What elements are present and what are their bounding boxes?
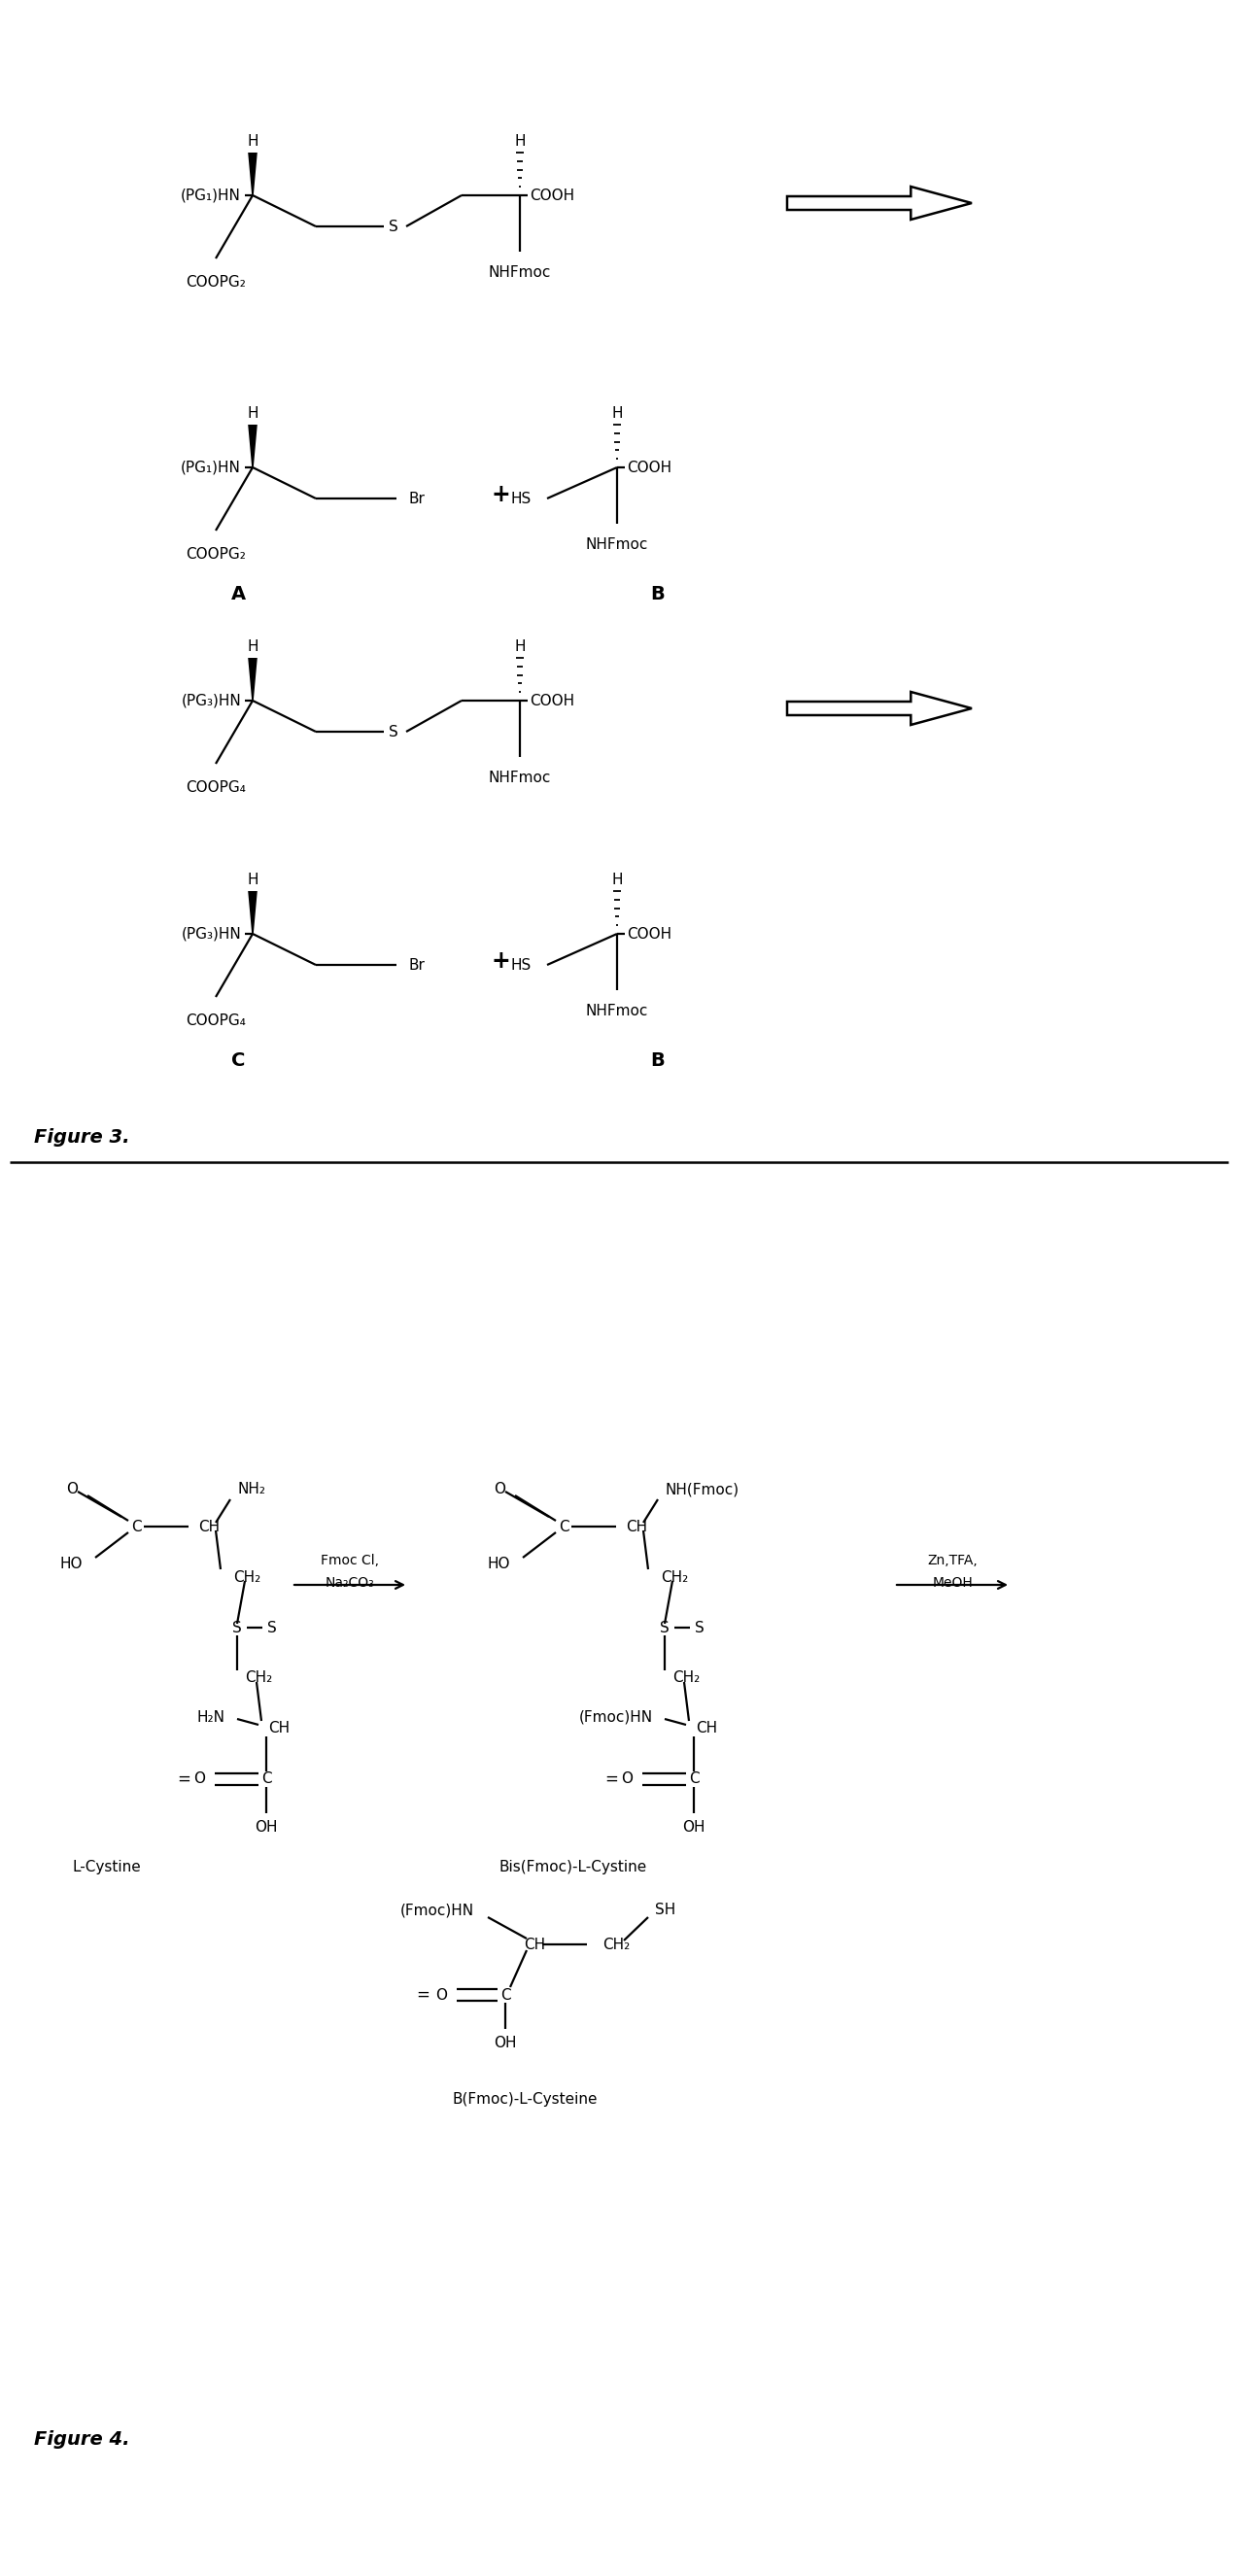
Text: COOPG₄: COOPG₄ xyxy=(186,1012,246,1028)
Text: H: H xyxy=(248,639,259,654)
Text: CH: CH xyxy=(625,1520,647,1533)
Polygon shape xyxy=(787,693,972,724)
Text: HS: HS xyxy=(511,492,531,505)
Text: CH: CH xyxy=(198,1520,219,1533)
Text: CH₂: CH₂ xyxy=(245,1672,272,1685)
Text: CH₂: CH₂ xyxy=(603,1937,630,1953)
Text: CH₂: CH₂ xyxy=(672,1672,699,1685)
Text: NHFmoc: NHFmoc xyxy=(489,770,551,786)
Text: CH₂: CH₂ xyxy=(233,1569,261,1584)
Text: Fmoc Cl,: Fmoc Cl, xyxy=(321,1553,379,1566)
Text: H₂N: H₂N xyxy=(197,1710,225,1723)
Text: SH: SH xyxy=(655,1904,676,1917)
Text: (PG₃)HN: (PG₃)HN xyxy=(181,693,241,708)
Text: COOH: COOH xyxy=(530,693,574,708)
Text: C: C xyxy=(261,1772,271,1788)
Text: OH: OH xyxy=(255,1821,277,1834)
Text: Br: Br xyxy=(409,492,425,505)
Text: L-Cystine: L-Cystine xyxy=(73,1860,141,1875)
Polygon shape xyxy=(248,152,258,196)
Text: Figure 3.: Figure 3. xyxy=(33,1128,130,1146)
Text: H: H xyxy=(248,407,259,422)
Text: CH₂: CH₂ xyxy=(661,1569,688,1584)
Text: C: C xyxy=(131,1520,141,1533)
Text: O: O xyxy=(193,1772,206,1788)
Text: S: S xyxy=(267,1620,277,1636)
Text: OH: OH xyxy=(682,1821,706,1834)
Text: CH: CH xyxy=(696,1721,717,1736)
Text: C: C xyxy=(688,1772,699,1788)
Text: S: S xyxy=(389,219,399,234)
Text: COOH: COOH xyxy=(626,461,671,474)
Text: HS: HS xyxy=(511,958,531,971)
Text: S: S xyxy=(389,724,399,739)
Text: O: O xyxy=(436,1989,447,2002)
Text: NH(Fmoc): NH(Fmoc) xyxy=(665,1481,739,1497)
Text: C: C xyxy=(232,1051,245,1069)
Text: C: C xyxy=(500,1989,510,2002)
Text: =: = xyxy=(177,1770,191,1788)
Text: CH: CH xyxy=(524,1937,545,1953)
Text: (PG₁)HN: (PG₁)HN xyxy=(181,188,241,204)
Text: H: H xyxy=(612,873,623,889)
Text: B: B xyxy=(651,585,665,603)
Text: S: S xyxy=(660,1620,670,1636)
Text: H: H xyxy=(514,134,525,149)
Text: S: S xyxy=(233,1620,241,1636)
Text: COOPG₂: COOPG₂ xyxy=(186,276,246,289)
Text: S: S xyxy=(695,1620,704,1636)
Text: NH₂: NH₂ xyxy=(238,1481,265,1497)
Text: Figure 4.: Figure 4. xyxy=(33,2429,130,2450)
Text: NHFmoc: NHFmoc xyxy=(586,1005,649,1018)
Text: NHFmoc: NHFmoc xyxy=(586,538,649,551)
Text: +: + xyxy=(490,951,510,974)
Text: =: = xyxy=(416,1986,430,2004)
Text: H: H xyxy=(514,639,525,654)
Text: COOH: COOH xyxy=(626,927,671,940)
Text: COOPG₄: COOPG₄ xyxy=(186,781,246,796)
Text: B(Fmoc)-L-Cysteine: B(Fmoc)-L-Cysteine xyxy=(452,2092,598,2107)
Text: C: C xyxy=(558,1520,568,1533)
Polygon shape xyxy=(787,185,972,219)
Text: +: + xyxy=(490,482,510,507)
Text: HO: HO xyxy=(488,1556,510,1571)
Text: B: B xyxy=(651,1051,665,1069)
Text: H: H xyxy=(248,873,259,889)
Text: O: O xyxy=(66,1481,78,1497)
Text: O: O xyxy=(621,1772,633,1788)
Polygon shape xyxy=(248,657,258,701)
Text: (PG₁)HN: (PG₁)HN xyxy=(181,461,241,474)
Text: MeOH: MeOH xyxy=(932,1577,973,1589)
Text: OH: OH xyxy=(494,2035,516,2050)
Text: =: = xyxy=(604,1770,618,1788)
Text: (Fmoc)HN: (Fmoc)HN xyxy=(579,1710,652,1723)
Text: COOPG₂: COOPG₂ xyxy=(186,546,246,562)
Text: Br: Br xyxy=(409,958,425,971)
Text: A: A xyxy=(230,585,245,603)
Polygon shape xyxy=(248,891,258,935)
Text: O: O xyxy=(494,1481,505,1497)
Polygon shape xyxy=(248,425,258,466)
Text: NHFmoc: NHFmoc xyxy=(489,265,551,281)
Text: HO: HO xyxy=(59,1556,83,1571)
Text: Na₂CO₃: Na₂CO₃ xyxy=(326,1577,374,1589)
Text: Zn,TFA,: Zn,TFA, xyxy=(927,1553,978,1566)
Text: H: H xyxy=(248,134,259,149)
Text: CH: CH xyxy=(269,1721,290,1736)
Text: COOH: COOH xyxy=(530,188,574,204)
Text: (PG₃)HN: (PG₃)HN xyxy=(181,927,241,940)
Text: (Fmoc)HN: (Fmoc)HN xyxy=(400,1904,474,1917)
Text: Bis(Fmoc)-L-Cystine: Bis(Fmoc)-L-Cystine xyxy=(499,1860,647,1875)
Text: H: H xyxy=(612,407,623,422)
